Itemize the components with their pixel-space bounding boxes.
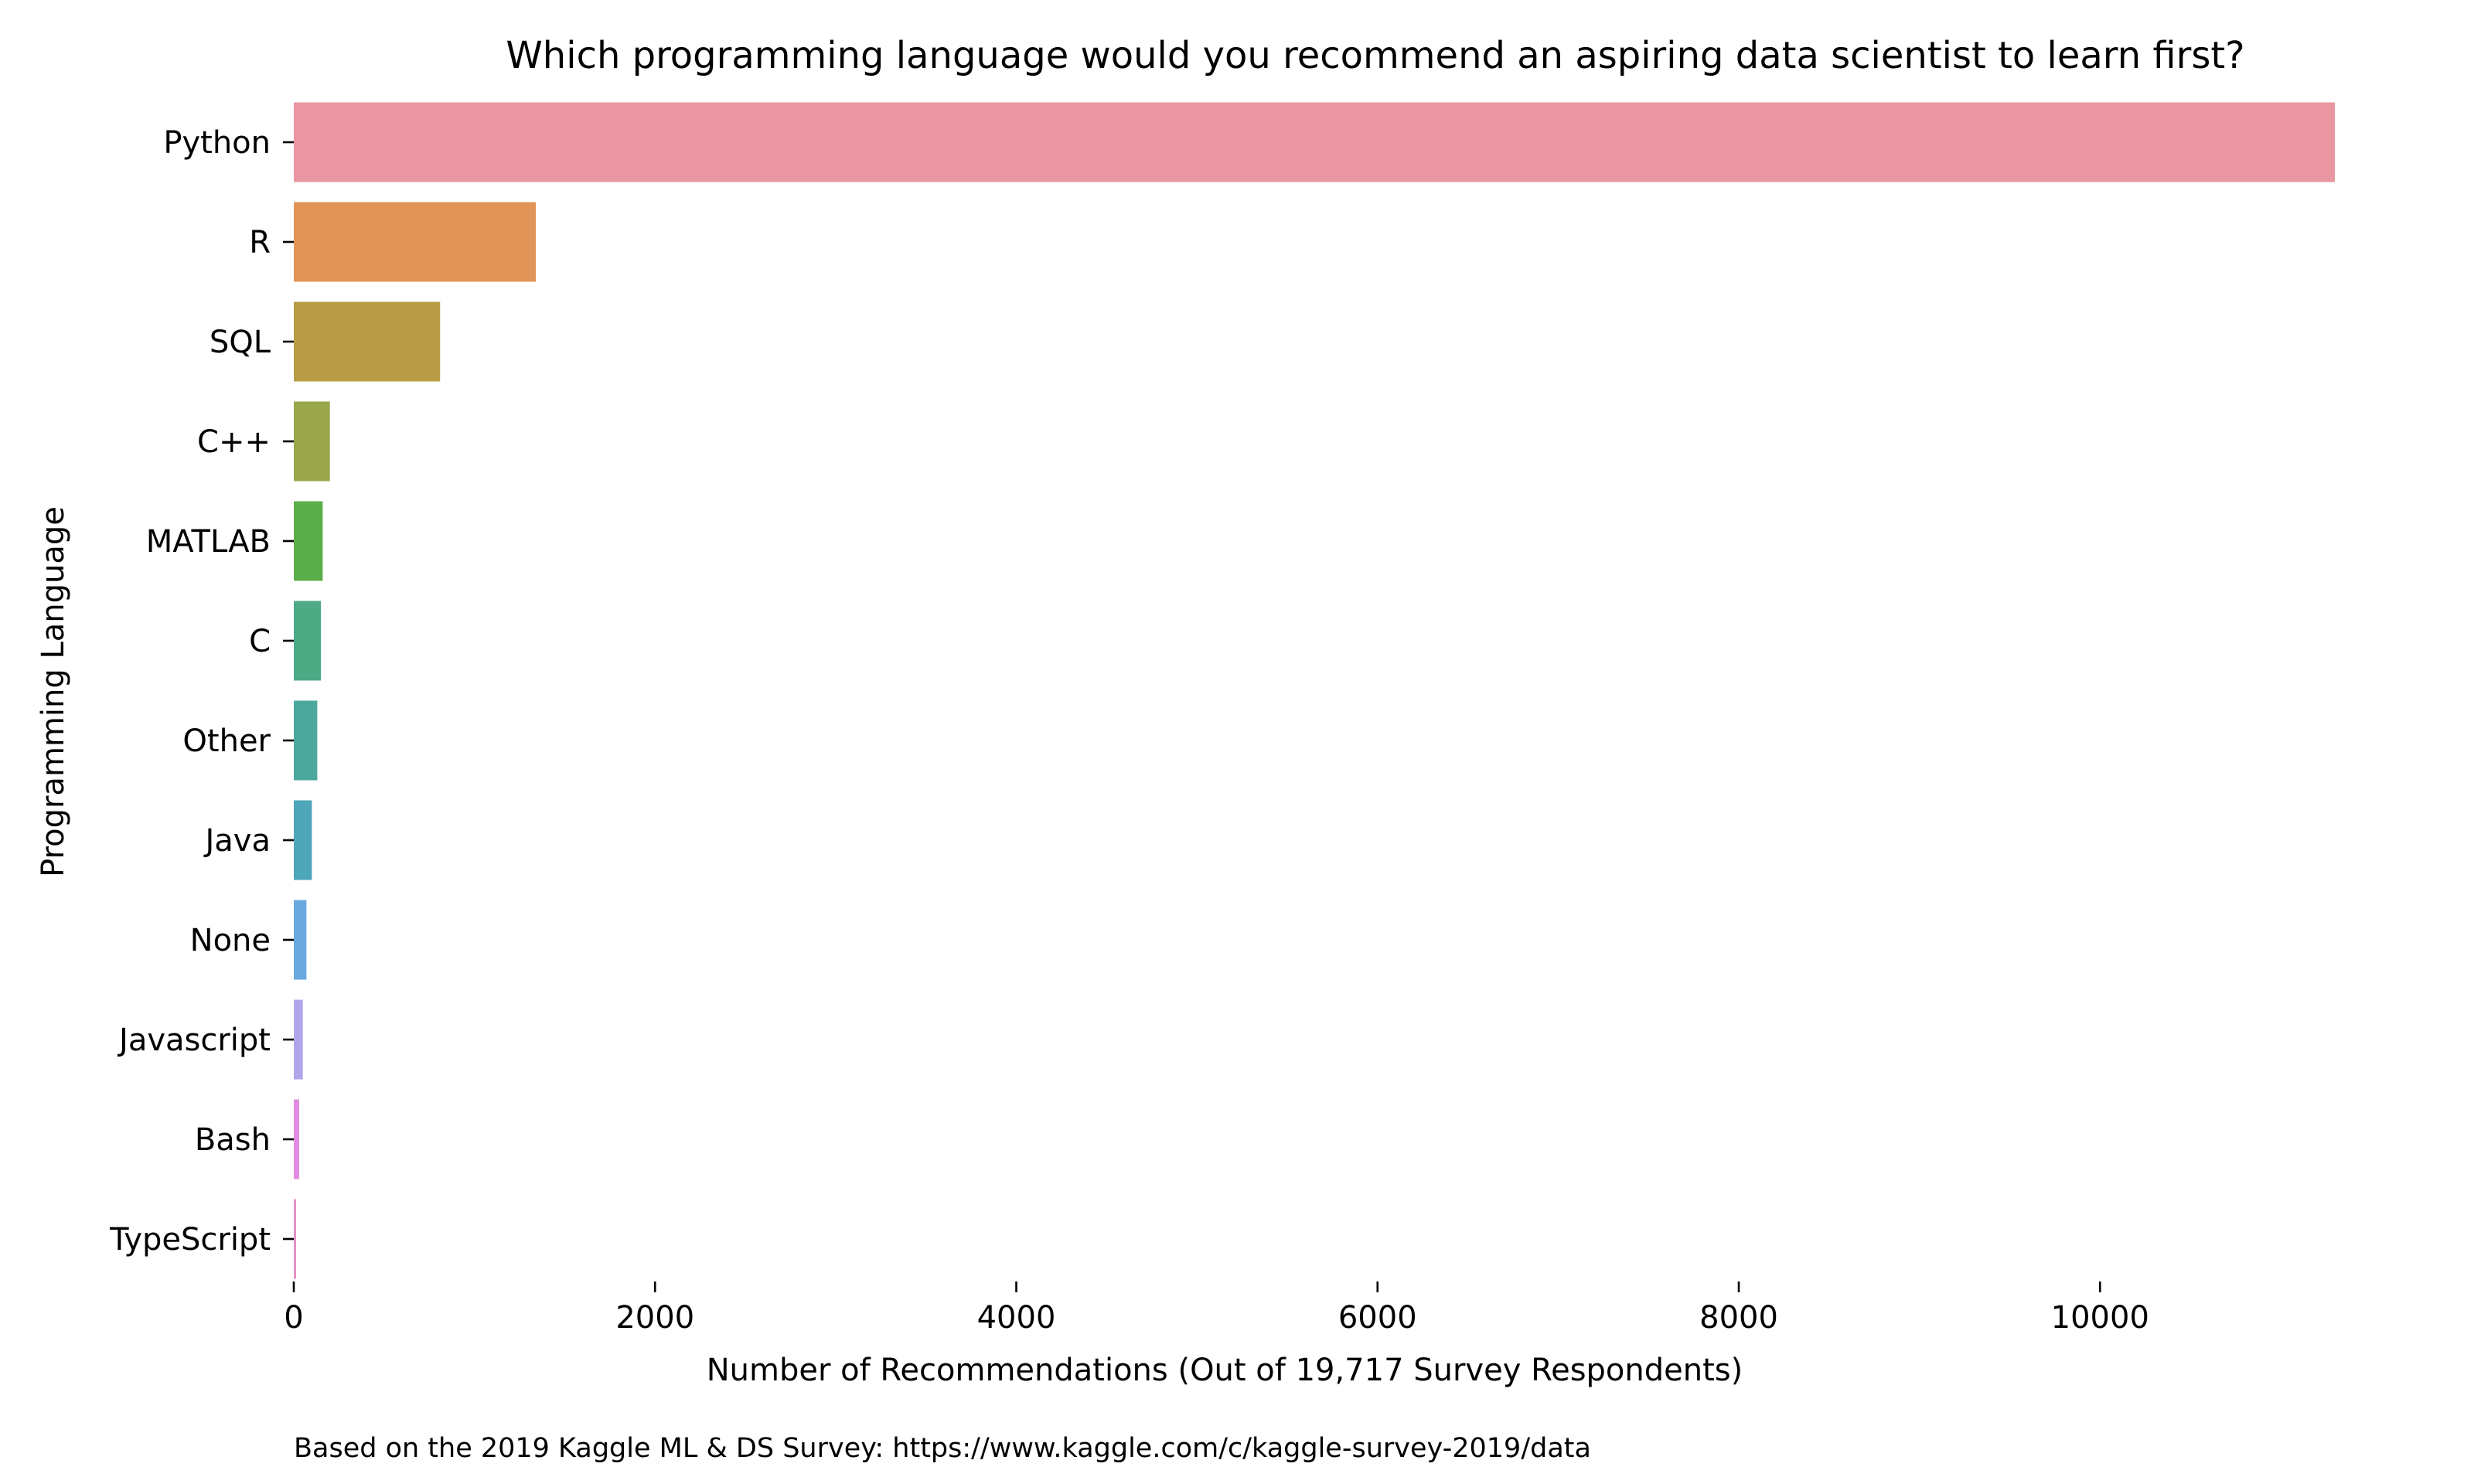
bar-none [294, 900, 307, 980]
x-tick-label: 0 [284, 1300, 303, 1336]
y-tick-label: MATLAB [146, 524, 271, 560]
bar-typescript [294, 1199, 296, 1279]
source-caption: Based on the 2019 Kaggle ML & DS Survey:… [294, 1433, 1591, 1464]
bar-javascript [294, 999, 303, 1080]
chart-title: Which programming language would you rec… [506, 34, 2244, 77]
y-tick-label: Python [163, 125, 271, 161]
x-tick-label: 4000 [977, 1300, 1056, 1336]
bar-java [294, 800, 312, 880]
x-tick-label: 6000 [1338, 1300, 1417, 1336]
y-tick-label: C [249, 624, 271, 659]
y-axis: Python R SQL C++ MATLAB C Other Java None Javascr… [109, 125, 294, 1258]
y-tick-label: R [249, 225, 271, 260]
y-tick-label: None [190, 923, 271, 958]
x-tick-label: 10000 [2051, 1300, 2149, 1336]
bar-r [294, 202, 537, 282]
y-axis-label: Programming Language [36, 506, 71, 877]
y-tick-label: Java [203, 823, 271, 859]
bars-layer [294, 102, 2335, 1279]
bar-sql [294, 301, 441, 382]
bar-other [294, 700, 318, 781]
x-tick-label: 8000 [1699, 1300, 1778, 1336]
x-tick-label: 2000 [615, 1300, 694, 1336]
y-tick-label: TypeScript [109, 1222, 271, 1258]
y-tick-label: Other [182, 723, 271, 759]
bar-matlab [294, 501, 323, 581]
bar-bash [294, 1099, 300, 1179]
bar-python [294, 102, 2335, 182]
y-tick-label: Javascript [117, 1023, 271, 1058]
bar-c [294, 601, 322, 681]
y-tick-label: SQL [210, 325, 271, 360]
y-tick-label: Bash [195, 1122, 271, 1158]
x-axis-label: Number of Recommendations (Out of 19,717… [707, 1353, 1743, 1388]
x-axis: 0 2000 4000 6000 8000 10000 [284, 1281, 2149, 1336]
bar-c [294, 401, 330, 482]
y-tick-label: C++ [197, 424, 271, 460]
